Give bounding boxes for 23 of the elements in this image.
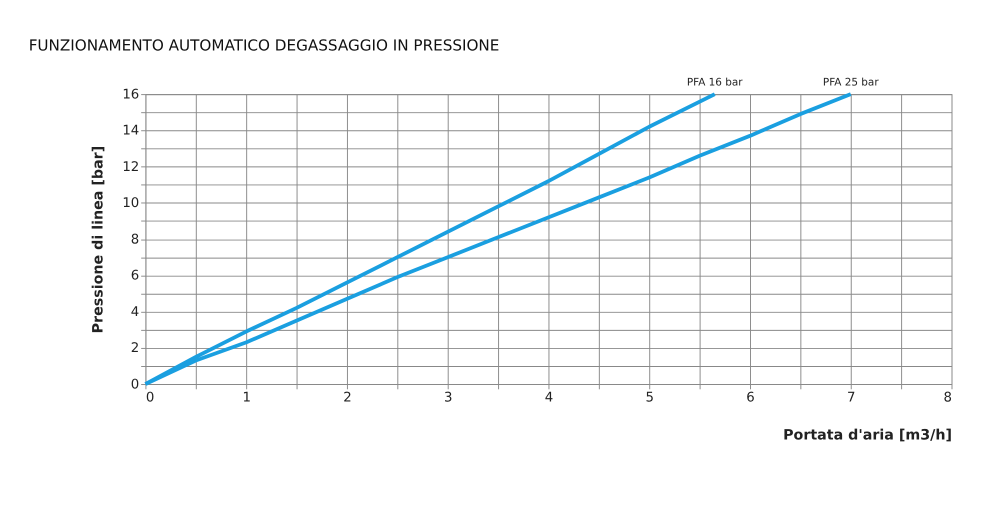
x-tick-label: 6	[746, 390, 755, 406]
x-tick-label: 5	[645, 390, 654, 406]
y-tick-label: 14	[122, 124, 140, 139]
x-axis-title: Portata d'aria [m3/h]	[783, 428, 952, 444]
x-tick-label: 0	[146, 390, 154, 406]
y-tick-label: 4	[130, 304, 140, 320]
y-axis-title: Pressione di linea [bar]	[90, 146, 106, 334]
y-tick-label: 12	[122, 160, 140, 175]
series-label: PFA 25 bar	[822, 76, 880, 89]
chart-title: FUNZIONAMENTO AUTOMATICO DEGASSAGGIO IN PRESSIONE	[28, 36, 500, 54]
y-tick-label: 16	[122, 87, 140, 102]
series-label: PFA 16 bar	[686, 76, 744, 89]
x-tick-label: 2	[343, 390, 352, 406]
y-tick-label: 0	[130, 377, 140, 392]
x-tick-label: 8	[944, 390, 952, 406]
y-tick-label: 10	[122, 196, 140, 212]
y-tick-label: 6	[130, 268, 140, 284]
x-tick-label: 7	[847, 390, 856, 406]
x-tick-label: 4	[544, 390, 554, 406]
y-tick-label: 2	[130, 341, 140, 356]
y-tick-label: 8	[130, 232, 140, 248]
x-tick-label: 1	[242, 390, 251, 406]
x-tick-label: 3	[444, 390, 452, 406]
